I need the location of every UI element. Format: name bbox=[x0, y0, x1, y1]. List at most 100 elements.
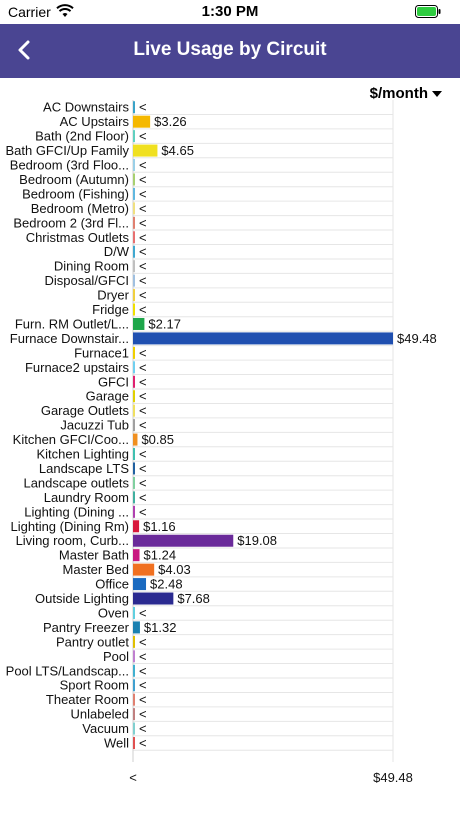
chevron-left-icon bbox=[18, 40, 30, 60]
status-time: 1:30 PM bbox=[201, 3, 259, 20]
bar[interactable] bbox=[133, 289, 135, 302]
bar-value-label: < bbox=[139, 707, 147, 722]
category-label: AC Upstairs bbox=[60, 114, 130, 129]
bar[interactable] bbox=[133, 606, 135, 619]
bar[interactable] bbox=[133, 635, 135, 648]
bar[interactable] bbox=[133, 650, 135, 663]
battery-icon bbox=[415, 5, 441, 18]
bar[interactable] bbox=[133, 130, 135, 143]
bar-value-label: < bbox=[139, 215, 147, 230]
bar[interactable] bbox=[133, 260, 135, 273]
category-label: Master Bed bbox=[63, 562, 129, 577]
bar[interactable] bbox=[133, 462, 135, 475]
bar[interactable] bbox=[133, 216, 135, 229]
bar[interactable] bbox=[133, 346, 135, 359]
bar[interactable] bbox=[133, 390, 135, 403]
bar-value-label: < bbox=[139, 663, 147, 678]
category-label: Unlabeled bbox=[70, 707, 129, 722]
bar[interactable] bbox=[133, 621, 140, 634]
bar-value-label: < bbox=[139, 403, 147, 418]
bar[interactable] bbox=[133, 722, 135, 735]
bar[interactable] bbox=[133, 332, 393, 345]
bar[interactable] bbox=[133, 708, 135, 721]
bar[interactable] bbox=[133, 404, 135, 417]
bar[interactable] bbox=[133, 202, 135, 215]
category-label: Laundry Room bbox=[44, 490, 129, 505]
category-label: Pantry outlet bbox=[56, 634, 129, 649]
bar-value-label: < bbox=[139, 360, 147, 375]
caret-down-icon bbox=[432, 91, 442, 98]
bar-value-label: < bbox=[139, 389, 147, 404]
bar[interactable] bbox=[133, 187, 135, 200]
category-label: AC Downstairs bbox=[43, 100, 129, 115]
bar-value-label: < bbox=[139, 736, 147, 751]
bar[interactable] bbox=[133, 476, 135, 489]
category-label: Garage Outlets bbox=[41, 403, 130, 418]
category-label: Fridge bbox=[92, 302, 129, 317]
bar[interactable] bbox=[133, 361, 135, 374]
category-label: Lighting (Dining ... bbox=[24, 504, 129, 519]
bar-value-label: $49.48 bbox=[397, 331, 437, 346]
bar[interactable] bbox=[133, 159, 135, 172]
bar[interactable] bbox=[133, 549, 140, 562]
bar[interactable] bbox=[133, 534, 234, 547]
unit-dropdown[interactable]: $/month bbox=[370, 85, 442, 102]
bar-value-label: < bbox=[139, 475, 147, 490]
bar[interactable] bbox=[133, 592, 174, 605]
category-label: Garage bbox=[86, 389, 129, 404]
category-label: Bedroom (Autumn) bbox=[19, 172, 129, 187]
bar[interactable] bbox=[133, 101, 135, 114]
bar-value-label: < bbox=[139, 259, 147, 274]
bar[interactable] bbox=[133, 303, 135, 316]
carrier-label: Carrier bbox=[8, 4, 51, 20]
category-label: Vacuum bbox=[82, 721, 129, 736]
bar[interactable] bbox=[133, 375, 135, 388]
category-label: Kitchen GFCI/Coo... bbox=[13, 432, 129, 447]
bar[interactable] bbox=[133, 144, 158, 157]
bar-value-label: < bbox=[139, 244, 147, 259]
bar[interactable] bbox=[133, 448, 135, 461]
category-label: Well bbox=[104, 736, 129, 751]
bar[interactable] bbox=[133, 173, 135, 186]
bar-value-label: < bbox=[139, 605, 147, 620]
bar[interactable] bbox=[133, 433, 138, 446]
bar[interactable] bbox=[133, 737, 135, 750]
category-label: Dining Room bbox=[54, 259, 129, 274]
bar-value-label: < bbox=[139, 504, 147, 519]
unit-dropdown-label: $/month bbox=[369, 85, 428, 102]
bar[interactable] bbox=[133, 679, 135, 692]
bar-value-label: $0.85 bbox=[141, 432, 174, 447]
bar[interactable] bbox=[133, 419, 135, 432]
bar-value-label: < bbox=[139, 418, 147, 433]
bar[interactable] bbox=[133, 317, 145, 330]
category-label: Master Bath bbox=[59, 548, 129, 563]
bar[interactable] bbox=[133, 231, 135, 244]
bar[interactable] bbox=[133, 274, 135, 287]
bar[interactable] bbox=[133, 578, 147, 591]
bar[interactable] bbox=[133, 563, 155, 576]
wifi-icon bbox=[56, 4, 74, 17]
bar[interactable] bbox=[133, 491, 135, 504]
category-label: Christmas Outlets bbox=[26, 230, 130, 245]
bar[interactable] bbox=[133, 245, 135, 258]
category-label: Oven bbox=[98, 605, 129, 620]
category-label: Furnace1 bbox=[74, 345, 129, 360]
bar-value-label: < bbox=[139, 129, 147, 144]
bar-value-label: $4.03 bbox=[158, 562, 191, 577]
bar-value-label: < bbox=[139, 678, 147, 693]
category-label: Bedroom (Metro) bbox=[31, 201, 129, 216]
bar-value-label: < bbox=[139, 447, 147, 462]
category-label: D/W bbox=[104, 244, 130, 259]
category-label: Landscape outlets bbox=[23, 475, 129, 490]
category-label: Furnace Downstair... bbox=[10, 331, 129, 346]
bar[interactable] bbox=[133, 115, 151, 128]
category-label: Pool bbox=[103, 649, 129, 664]
bar[interactable] bbox=[133, 664, 135, 677]
bar[interactable] bbox=[133, 520, 140, 533]
category-label: Jacuzzi Tub bbox=[60, 418, 129, 433]
bar[interactable] bbox=[133, 693, 135, 706]
category-label: Disposal/GFCI bbox=[44, 273, 129, 288]
bar[interactable] bbox=[133, 505, 135, 518]
back-button[interactable] bbox=[10, 34, 40, 66]
